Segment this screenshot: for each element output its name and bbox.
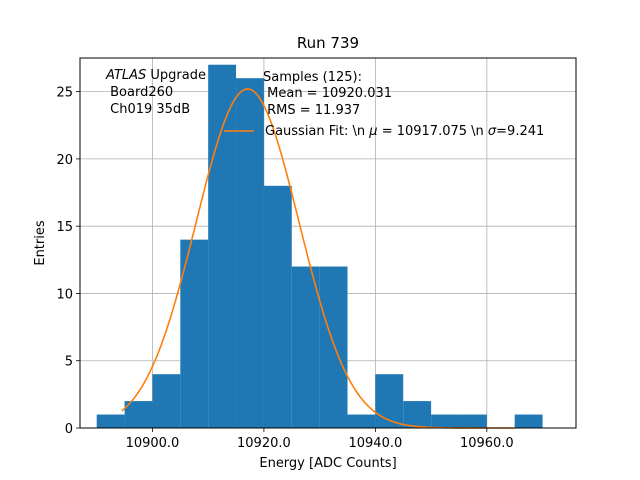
histogram-bar [514, 414, 543, 428]
x-tick-label: 10900.0 [126, 436, 180, 451]
axis-ticks: 10900.0 10920.0 10940.0 10960.0 0 5 10 15 20 25 [56, 86, 513, 451]
plot-frame [79, 57, 577, 429]
y-tick-label: 10 [56, 287, 73, 302]
x-tick-label: 10940.0 [348, 436, 402, 451]
histogram-bar [180, 239, 209, 428]
legend-fit-label: Gaussian Fit: \n μ = 10917.075 \n σ=9.24… [265, 124, 544, 139]
y-tick-label: 20 [56, 153, 73, 168]
histogram-bar [263, 185, 292, 428]
board-label: Board260 [106, 85, 173, 100]
fit-sigma-symbol: σ [488, 124, 497, 139]
y-tick-label: 15 [56, 220, 73, 235]
y-tick-label: 0 [65, 422, 73, 437]
y-tick-label: 25 [56, 86, 73, 101]
atlas-italic-text: ATLAS [105, 68, 146, 83]
histogram-bar [124, 401, 153, 428]
histogram-bar [208, 64, 237, 429]
histogram-bar [152, 374, 181, 428]
histogram-bar [431, 414, 459, 428]
upgrade-text: Upgrade [146, 68, 206, 83]
histogram-bars [96, 64, 543, 429]
atlas-upgrade-label: ATLAS Upgrade [105, 68, 206, 83]
histogram-bar [458, 414, 487, 428]
y-axis-label: Entries [33, 220, 48, 266]
histogram-bar [291, 266, 320, 428]
histogram-bar [375, 374, 404, 428]
histogram-bar [236, 78, 264, 428]
chart-title: Run 739 [297, 34, 359, 52]
histogram-bar [96, 414, 125, 428]
histogram-bar [403, 401, 432, 428]
channel-label: Ch019 35dB [106, 102, 190, 117]
x-tick-label: 10960.0 [460, 436, 514, 451]
histogram-bar [347, 414, 376, 428]
fit-text-part2: = 10917.075 \n [378, 124, 488, 139]
legend-mean-line: Mean = 10920.031 [263, 86, 392, 101]
fit-text-part1: Gaussian Fit: \n [265, 124, 369, 139]
y-tick-label: 5 [65, 355, 73, 370]
histogram-bar [319, 266, 348, 428]
fit-mu-symbol: μ [368, 124, 377, 139]
legend-samples-title: Samples (125): [263, 70, 362, 85]
x-tick-label: 10920.0 [237, 436, 291, 451]
x-axis-label: Energy [ADC Counts] [259, 456, 396, 471]
fit-text-part3: =9.241 [496, 124, 544, 139]
legend-rms-line: RMS = 11.937 [263, 103, 360, 118]
